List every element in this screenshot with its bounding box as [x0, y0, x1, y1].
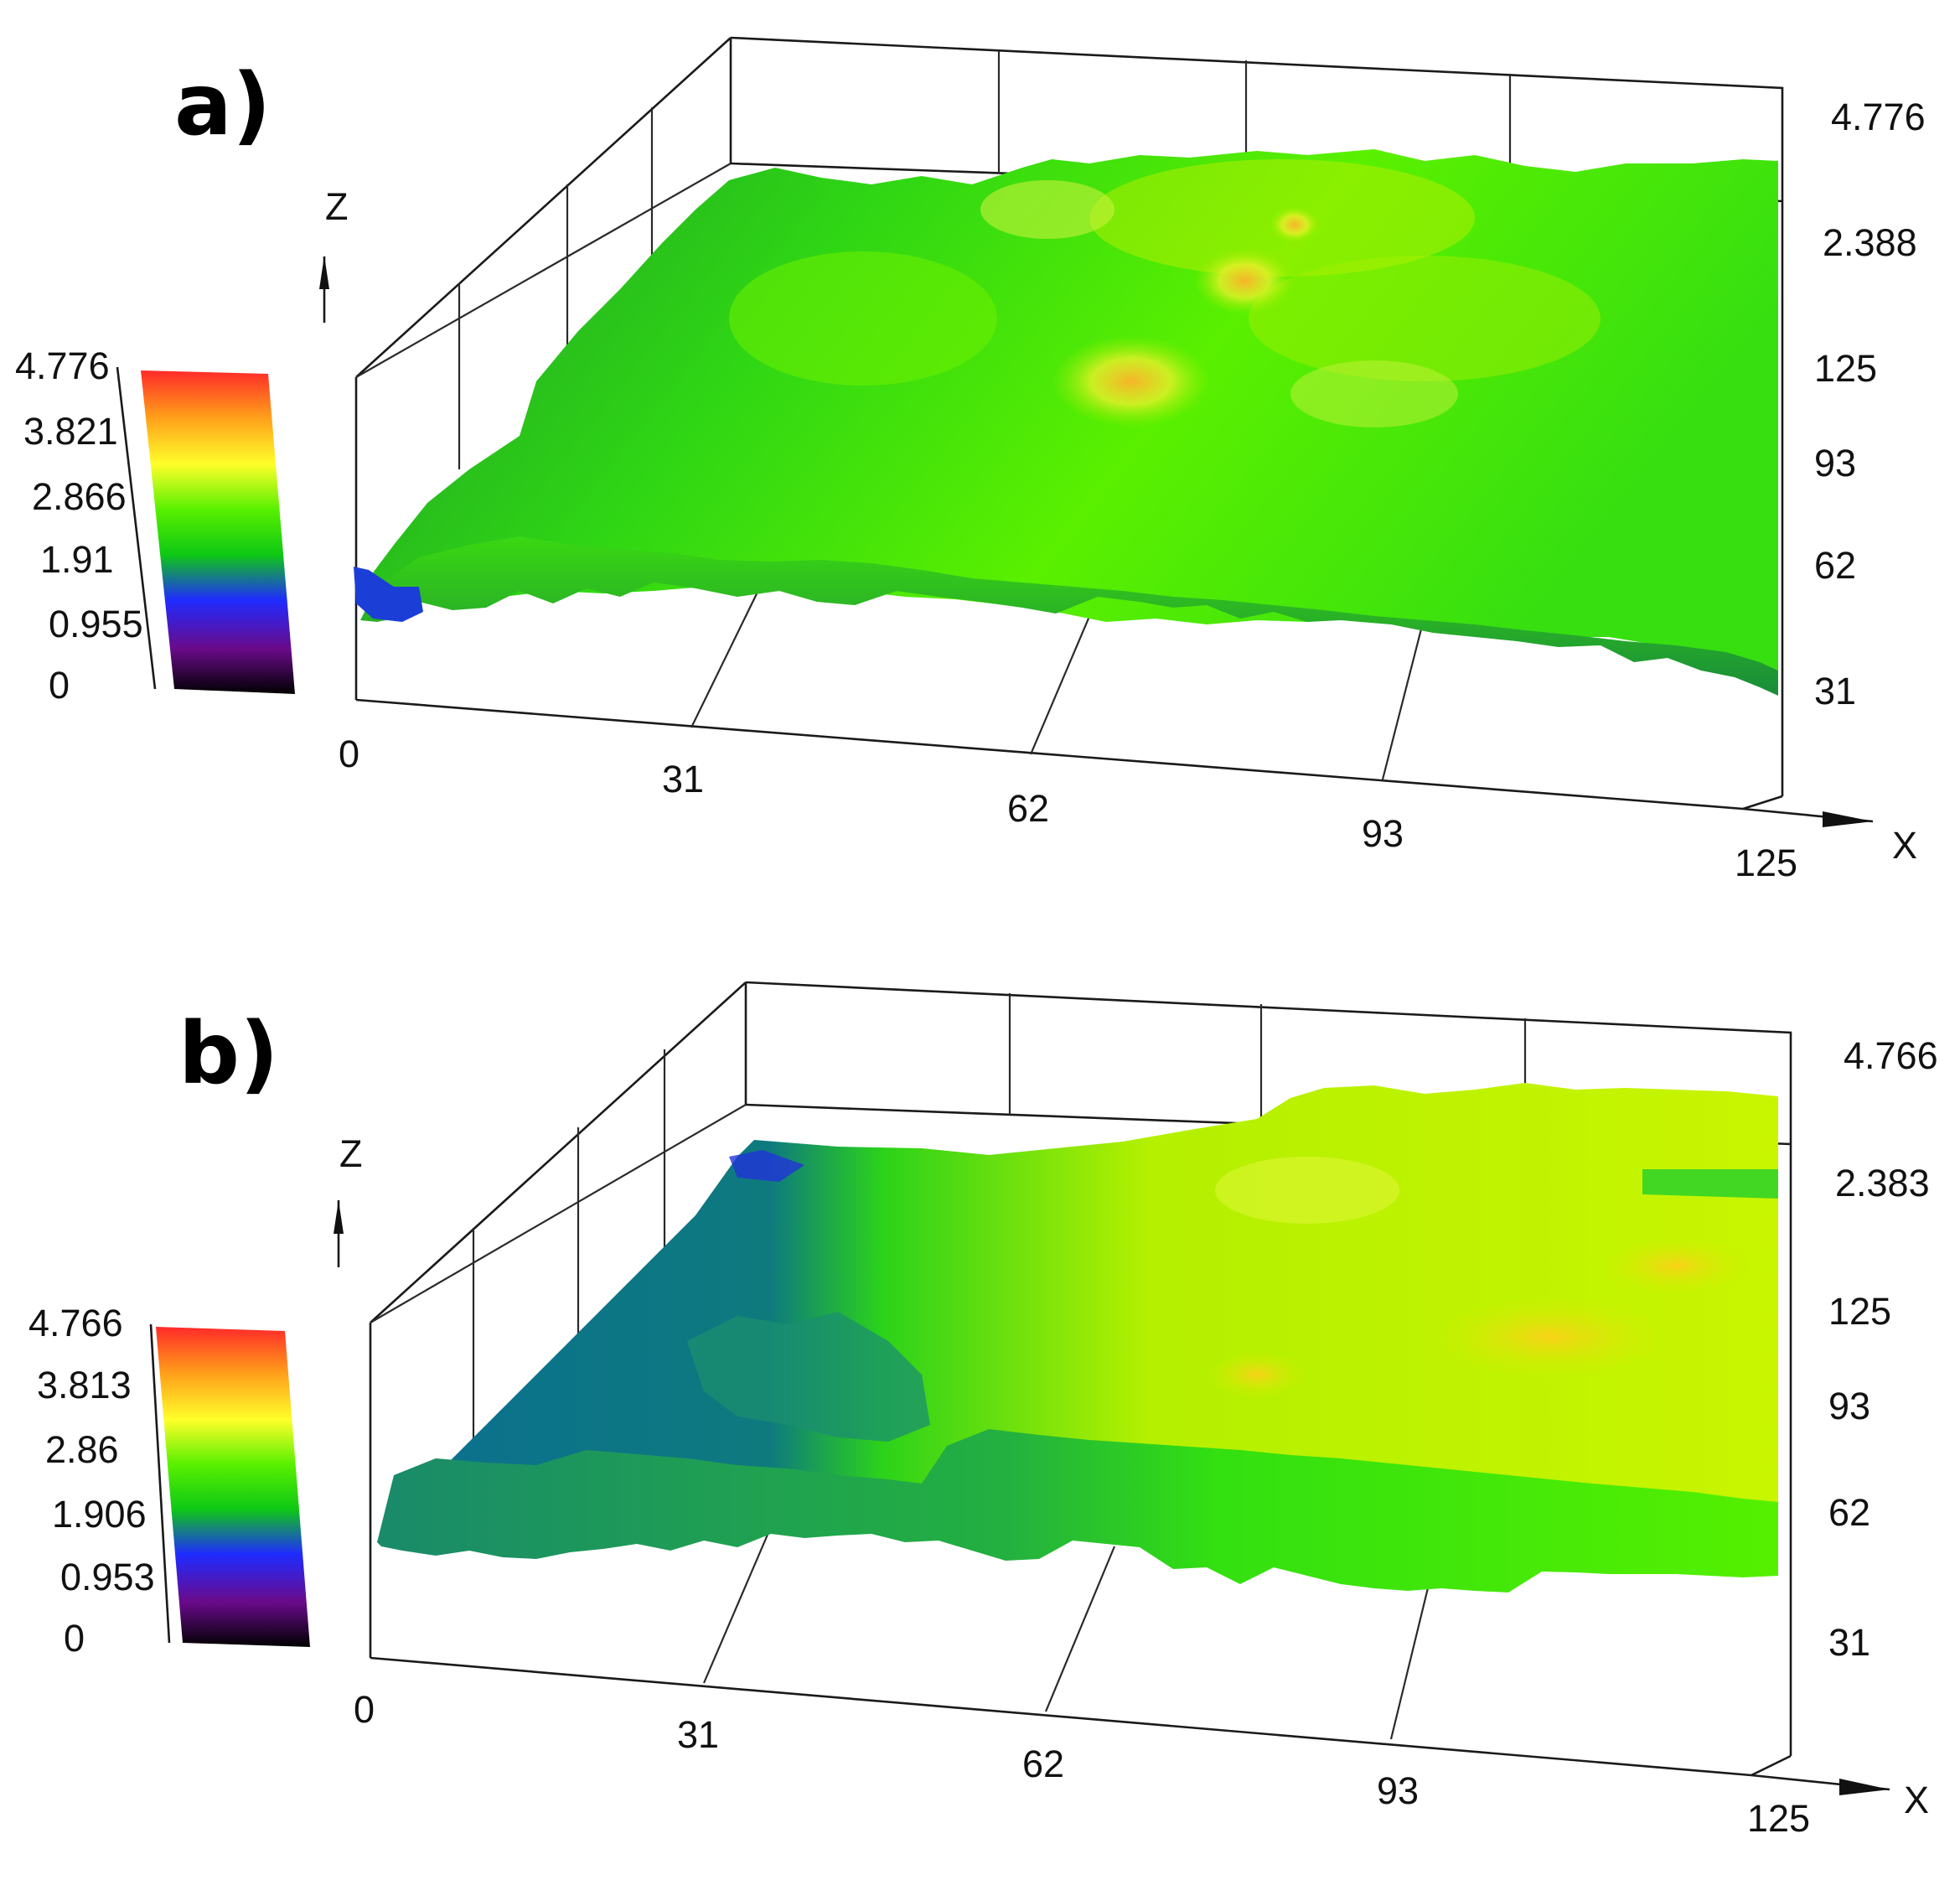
colorbar-tick: 0 — [64, 1617, 85, 1660]
panel-b-label: b) — [178, 1004, 279, 1104]
panel-a-grid — [355, 50, 1512, 780]
panel-a-x-letter: X — [1892, 824, 1917, 867]
z-tick: 4.766 — [1844, 1034, 1938, 1077]
panel-b-x-letter: X — [1904, 1779, 1929, 1821]
y-tick: 125 — [1828, 1290, 1891, 1333]
y-tick: 31 — [1828, 1621, 1870, 1664]
panel-b-z-letter: Z — [339, 1132, 363, 1175]
y-tick: 125 — [1814, 347, 1877, 390]
z-axis-arrow-icon — [319, 256, 329, 289]
panel-b: b) — [28, 981, 1938, 1840]
colorbar-tick: 0.953 — [60, 1556, 155, 1598]
colorbar-tick: 1.906 — [52, 1493, 147, 1536]
panel-b-grid — [370, 993, 1527, 1740]
y-tick: 31 — [1814, 670, 1856, 712]
colorbar-gradient — [141, 370, 295, 694]
x-tick: 93 — [1362, 812, 1404, 855]
panel-b-y-ticks: 125 93 62 31 — [1828, 1290, 1891, 1664]
colorbar-tick: 3.813 — [37, 1364, 132, 1406]
colorbar-tick: 3.821 — [23, 410, 118, 453]
panel-b-colorbar: 4.766 3.813 2.86 1.906 0.953 0 — [28, 1302, 310, 1660]
colorbar-tick: 2.866 — [32, 475, 127, 518]
x-tick: 0 — [354, 1688, 375, 1731]
panel-a-x-ticks: 0 31 62 93 125 — [339, 733, 1797, 884]
x-axis-arrow-icon — [1823, 811, 1873, 827]
panel-a-z-letter: Z — [325, 185, 349, 228]
colorbar-tick: 0 — [49, 664, 70, 707]
panel-b-axes: Z X — [334, 1132, 1929, 1821]
panel-b-z-ticks: 4.766 2.383 — [1835, 1034, 1938, 1204]
z-axis-arrow-icon — [334, 1200, 344, 1234]
y-tick: 93 — [1828, 1385, 1870, 1427]
panel-a: a) — [15, 36, 1926, 884]
x-tick: 62 — [1007, 787, 1049, 830]
panel-a-colorbar: 4.776 3.821 2.866 1.91 0.955 0 — [15, 344, 295, 707]
panel-a-z-ticks: 4.776 2.388 — [1823, 96, 1926, 264]
z-tick: 2.388 — [1823, 221, 1917, 264]
x-tick: 31 — [677, 1713, 719, 1756]
panel-b-x-ticks: 0 31 62 93 125 — [354, 1688, 1810, 1840]
panel-a-axes: Z X — [319, 185, 1917, 867]
panel-a-y-ticks: 125 93 62 31 — [1814, 347, 1877, 712]
x-tick: 0 — [339, 733, 359, 775]
colorbar-tick: 4.766 — [28, 1302, 123, 1344]
x-tick: 125 — [1735, 842, 1797, 884]
colorbar-tick: 4.776 — [15, 344, 110, 387]
colorbar-tick: 0.955 — [49, 603, 143, 645]
colorbar-tick: 1.91 — [40, 538, 114, 581]
y-tick: 93 — [1814, 442, 1856, 484]
colorbar-gradient — [156, 1327, 310, 1647]
z-tick: 4.776 — [1831, 96, 1926, 138]
y-tick: 62 — [1814, 544, 1856, 587]
x-axis-arrow-icon — [1839, 1779, 1890, 1795]
colorbar-tick: 2.86 — [45, 1428, 119, 1471]
x-tick: 62 — [1022, 1743, 1064, 1785]
x-tick: 31 — [662, 758, 704, 800]
x-tick: 93 — [1377, 1769, 1419, 1812]
y-tick: 62 — [1828, 1491, 1870, 1534]
z-tick: 2.383 — [1835, 1162, 1930, 1204]
panel-b-surface — [377, 1083, 1778, 1593]
panel-a-label: a) — [174, 55, 271, 155]
panel-a-surface — [354, 149, 1778, 696]
x-tick: 125 — [1747, 1797, 1810, 1840]
